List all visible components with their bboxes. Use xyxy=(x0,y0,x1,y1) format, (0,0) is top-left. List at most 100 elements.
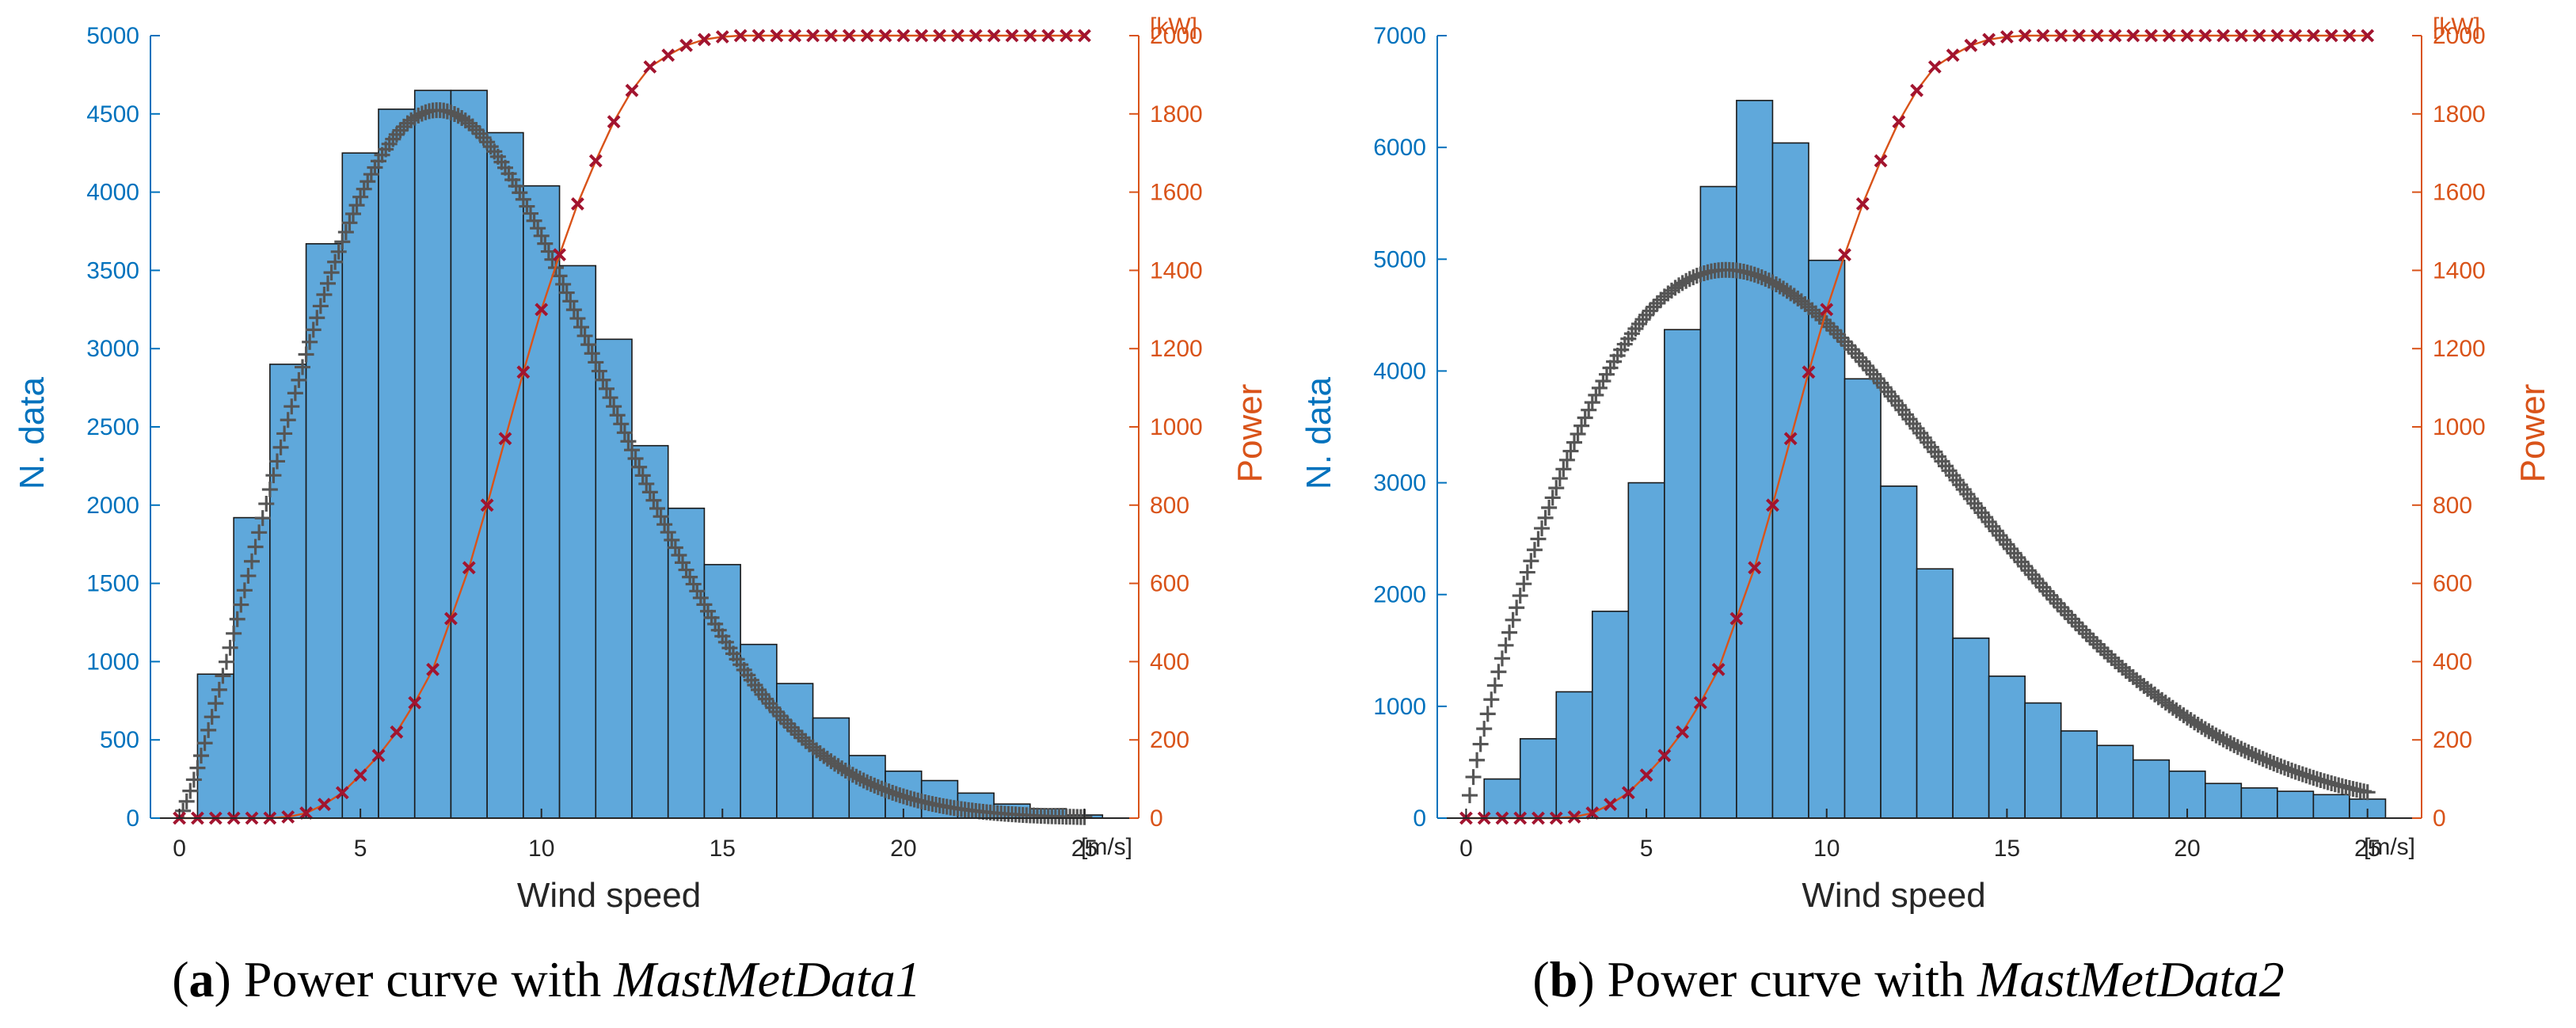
panel-a-fit-point xyxy=(295,359,310,375)
panel-b-fit-point xyxy=(2085,633,2102,649)
panel-b-fit-point xyxy=(1681,271,1698,287)
panel-a-fit-point xyxy=(200,722,217,738)
panel-b-fit-point xyxy=(1472,736,1489,752)
panel-a-fit-point xyxy=(638,475,655,492)
panel-b-bar-13 xyxy=(1916,568,1954,819)
panel-b-fit-point xyxy=(1750,268,1767,284)
panel-a-x-tick-label: 20 xyxy=(890,836,916,862)
panel-b-power-point xyxy=(2108,29,2122,43)
panel-a-power-point xyxy=(987,29,1001,43)
panel-b-fit-point xyxy=(2219,733,2235,750)
panel-a-fit-point xyxy=(848,768,865,785)
panel-b-bar-11 xyxy=(1844,378,1882,819)
panel-a-left-tick-label: 4500 xyxy=(86,101,139,128)
panel-a-power-point xyxy=(444,611,458,626)
panel-b-power-point xyxy=(1711,662,1726,676)
panel-b-power-point xyxy=(1693,695,1707,710)
panel-b-power-point xyxy=(2018,29,2032,43)
panel-b: 0100020003000400050006000700002004006008… xyxy=(1299,13,2552,915)
panel-a-fit-point xyxy=(309,310,325,326)
panel-a-fit-point xyxy=(588,354,604,371)
panel-a-fit-point xyxy=(508,177,524,194)
panel-b-fit-point xyxy=(1548,480,1565,497)
panel-b-fit-point xyxy=(2024,566,2041,583)
panel-a-power-point xyxy=(679,38,693,52)
panel-a-fit-point xyxy=(244,553,260,569)
panel-b-power-point xyxy=(2252,29,2266,43)
panel-b-left-tick-label: 6000 xyxy=(1373,135,1426,161)
panel-b-right-tick-label: 400 xyxy=(2433,649,2472,675)
panel-a-fit-point xyxy=(855,772,872,789)
panel-b-fit-point xyxy=(1818,315,1835,332)
panel-a-fit-point xyxy=(565,302,582,318)
panel-a-fit-point xyxy=(551,268,568,284)
panel-b-power-point xyxy=(2198,29,2213,43)
panel-b-fit-point xyxy=(2057,603,2073,619)
panel-a-power-point xyxy=(698,32,711,47)
panel-a-power-point xyxy=(715,30,729,44)
panel-a-fit-point xyxy=(692,589,709,606)
panel-a-fit-point xyxy=(196,735,213,752)
panel-b-fit-point xyxy=(2240,744,2257,760)
panel-a-fit-point xyxy=(413,105,430,122)
panel-b-power-point xyxy=(2234,29,2248,43)
panel-a-fit-point xyxy=(649,501,665,517)
panel-a-fit-point xyxy=(664,531,680,548)
panel-a-fit-point xyxy=(447,105,462,122)
panel-b-bar-19 xyxy=(2132,759,2171,819)
panel-a-fit-point xyxy=(881,783,897,800)
panel-b-power-point xyxy=(1585,806,1600,820)
panel-a-power-point xyxy=(951,29,965,43)
panel-a-fit-point xyxy=(606,398,622,415)
panel-a-left-tick-label: 3500 xyxy=(86,257,139,284)
panel-a-power-point xyxy=(1041,29,1056,43)
panel-a-power-point xyxy=(915,29,929,43)
panel-a-bar-11 xyxy=(558,265,597,819)
panel-a-power-point xyxy=(498,432,512,446)
panel-a-power-point xyxy=(824,29,838,43)
panel-a-fit-point xyxy=(519,198,535,215)
panel-a-fit-point xyxy=(526,212,542,229)
panel-b-fit-point xyxy=(1526,542,1543,558)
panel-b-bar-23 xyxy=(2277,790,2315,819)
panel-b-fit-point xyxy=(2064,611,2080,627)
panel-a-weibull-fit xyxy=(175,102,1093,825)
panel-b-power-point xyxy=(2072,29,2086,43)
panel-a-fit-point xyxy=(443,105,459,121)
panel-b-fit-point xyxy=(2269,756,2285,773)
caption-a-letter: a xyxy=(189,951,215,1007)
panel-a-power-point xyxy=(806,29,820,43)
panel-b-fit-point xyxy=(1566,434,1583,451)
panel-a-fit-point xyxy=(671,546,687,563)
panel-a-fit-point xyxy=(468,121,485,138)
panel-a-power-point xyxy=(516,365,531,379)
panel-a-right-tick-label: 1600 xyxy=(1150,180,1203,206)
panel-b-fit-point xyxy=(1858,357,1874,374)
panel-b-fit-point xyxy=(2236,742,2253,759)
panel-a-fit-point xyxy=(305,322,322,338)
panel-a-right-tick-label: 1000 xyxy=(1150,414,1203,440)
panel-a-fit-point xyxy=(312,298,329,314)
panel-b-power-point xyxy=(2054,29,2068,43)
panel-a-fit-point xyxy=(363,166,379,183)
panel-a-fit-point xyxy=(356,181,372,197)
panel-b-power-point xyxy=(2342,29,2357,43)
panel-b-power-point xyxy=(1855,197,1870,211)
panel-b-bar-16 xyxy=(2024,702,2062,819)
panel-a-fit-point xyxy=(602,390,618,406)
panel-a-fit-point xyxy=(580,337,597,353)
panel-b-fit-point xyxy=(2045,591,2062,607)
panel-b-fit-point xyxy=(2226,737,2243,753)
panel-b-fit-point xyxy=(1558,451,1575,468)
panel-b-right-label: Power xyxy=(2513,384,2552,483)
panel-a-fit-point xyxy=(316,286,333,303)
panel-b-fit-point xyxy=(2038,583,2055,600)
panel-a-left-tick-label: 1500 xyxy=(86,571,139,597)
panel-b-fit-point xyxy=(1851,349,1867,366)
panel-a-fit-point xyxy=(323,265,340,281)
panel-a-fit-point xyxy=(272,439,289,455)
panel-b-left-label: N. data xyxy=(1299,377,1338,489)
panel-a-power-point xyxy=(661,48,675,63)
panel-b-fit-point xyxy=(2215,731,2232,748)
panel-b-fit-point xyxy=(1678,272,1695,289)
